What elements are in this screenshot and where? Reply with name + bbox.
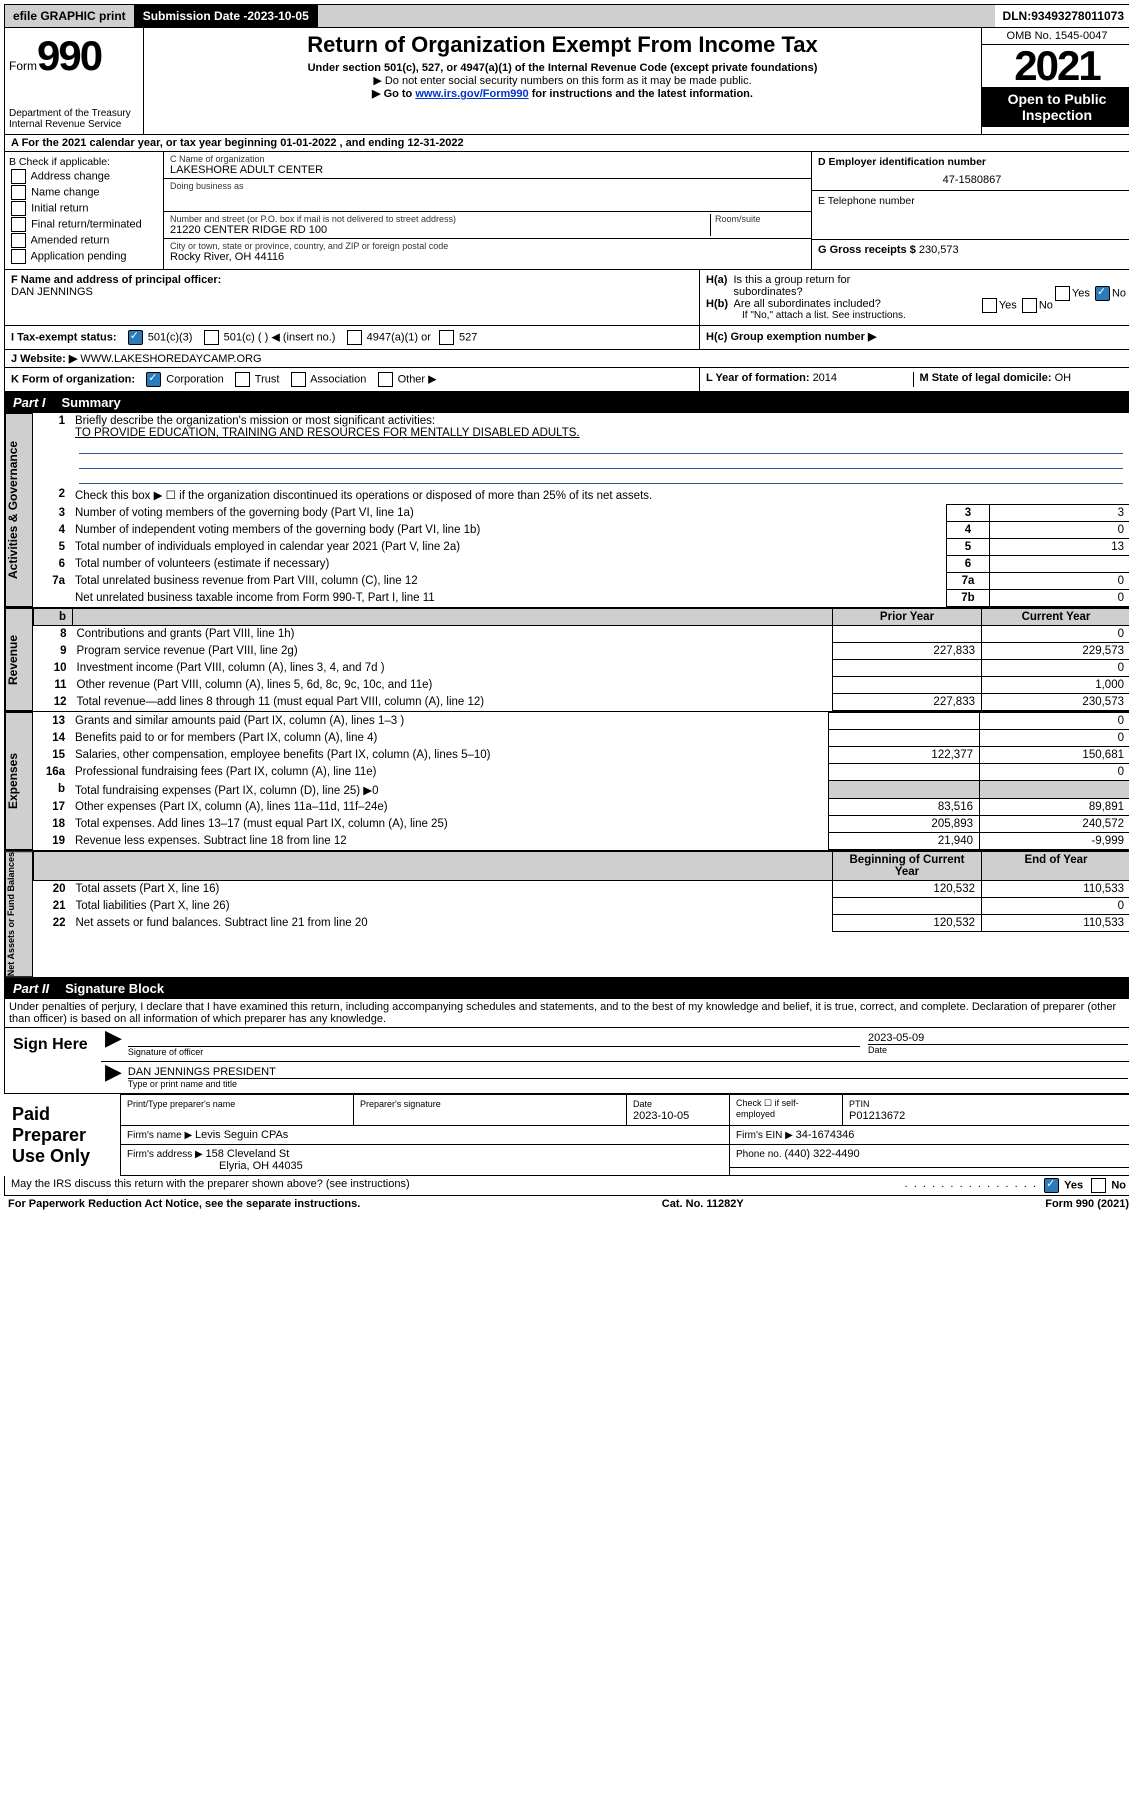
form-note2: ▶ Go to www.irs.gov/Form990 for instruct… xyxy=(150,87,975,100)
check-initial-return[interactable]: Initial return xyxy=(9,201,159,216)
dln: DLN: 93493278011073 xyxy=(995,5,1129,27)
officer-name: DAN JENNINGS PRESIDENT xyxy=(128,1066,1128,1078)
org-address: 21220 CENTER RIDGE RD 100 xyxy=(170,224,710,236)
form-title: Return of Organization Exempt From Incom… xyxy=(150,32,975,58)
line-3: 3Number of voting members of the governi… xyxy=(33,505,1129,522)
row-lm: L Year of formation: 2014 M State of leg… xyxy=(700,368,1129,391)
row-i: I Tax-exempt status: 501(c)(3) 501(c) ( … xyxy=(5,326,700,349)
row-h: H(a) Is this a group return for subordin… xyxy=(700,270,1129,325)
gross-receipts: 230,573 xyxy=(919,244,959,256)
penalty-statement: Under penalties of perjury, I declare th… xyxy=(4,999,1129,1028)
line-16b: bTotal fundraising expenses (Part IX, co… xyxy=(33,781,1129,799)
vert-net-assets: Net Assets or Fund Balances xyxy=(5,851,33,977)
irs-link[interactable]: www.irs.gov/Form990 xyxy=(415,88,528,100)
column-c: C Name of organization LAKESHORE ADULT C… xyxy=(164,152,812,269)
form-year-block: OMB No. 1545-0047 2021 Open to Public In… xyxy=(981,28,1129,134)
line-14: 14Benefits paid to or for members (Part … xyxy=(33,730,1129,747)
vert-expenses: Expenses xyxy=(5,712,33,850)
arrow-icon: ▶ xyxy=(105,1066,122,1089)
line-13: 13Grants and similar amounts paid (Part … xyxy=(33,713,1129,730)
row-j: J Website: ▶ WWW.LAKESHOREDAYCAMP.ORG xyxy=(4,350,1129,368)
vert-revenue: Revenue xyxy=(5,608,33,711)
line-5: 5Total number of individuals employed in… xyxy=(33,539,1129,556)
line-8: 8Contributions and grants (Part VIII, li… xyxy=(34,626,1129,643)
line-18: 18Total expenses. Add lines 13–17 (must … xyxy=(33,816,1129,833)
ha-no-checkbox[interactable] xyxy=(1095,286,1110,301)
check-application-pending[interactable]: Application pending xyxy=(9,249,159,264)
line-17: 17Other expenses (Part IX, column (A), l… xyxy=(33,799,1129,816)
line-22: 22Net assets or fund balances. Subtract … xyxy=(34,915,1129,932)
org-city: Rocky River, OH 44116 xyxy=(170,251,805,263)
principal-officer: DAN JENNINGS xyxy=(11,286,93,298)
row-k: K Form of organization: Corporation Trus… xyxy=(5,368,700,391)
ptin: P01213672 xyxy=(849,1110,905,1122)
check-name-change[interactable]: Name change xyxy=(9,185,159,200)
line-4: 4Number of independent voting members of… xyxy=(33,522,1129,539)
501c3-checkbox[interactable] xyxy=(128,330,143,345)
line-15: 15Salaries, other compensation, employee… xyxy=(33,747,1129,764)
line-20: 20Total assets (Part X, line 16)120,5321… xyxy=(34,881,1129,898)
header-spacer xyxy=(318,5,995,27)
form-subtitle: Under section 501(c), 527, or 4947(a)(1)… xyxy=(150,62,975,74)
firm-ein: 34-1674346 xyxy=(796,1129,855,1141)
check-address-change[interactable]: Address change xyxy=(9,169,159,184)
arrow-icon: ▶ xyxy=(105,1032,122,1057)
line-6: 6Total number of volunteers (estimate if… xyxy=(33,556,1129,573)
ein: 47-1580867 xyxy=(818,174,1126,186)
check-amended-return[interactable]: Amended return xyxy=(9,233,159,248)
column-b: B Check if applicable: Address change Na… xyxy=(5,152,164,269)
column-de: D Employer identification number 47-1580… xyxy=(812,152,1129,269)
line-10: 10Investment income (Part VIII, column (… xyxy=(34,660,1129,677)
efile-label: efile GRAPHIC print xyxy=(5,5,135,27)
dept-label: Department of the Treasury xyxy=(9,108,139,119)
line-19: 19Revenue less expenses. Subtract line 1… xyxy=(33,833,1129,850)
discuss-row: May the IRS discuss this return with the… xyxy=(4,1176,1129,1196)
sign-date: 2023-05-09 xyxy=(868,1032,1128,1044)
firm-name: Levis Seguin CPAs xyxy=(195,1129,288,1141)
line-9: 9Program service revenue (Part VIII, lin… xyxy=(34,643,1129,660)
tax-year: 2021 xyxy=(982,45,1129,87)
efile-header: efile GRAPHIC print Submission Date - 20… xyxy=(4,4,1129,28)
signature-block: Sign Here ▶ Signature of officer 2023-05… xyxy=(4,1028,1129,1094)
irs-label: Internal Revenue Service xyxy=(9,119,139,130)
line-11: 11Other revenue (Part VIII, column (A), … xyxy=(34,677,1129,694)
form-number: 990 xyxy=(37,32,101,80)
form-header: Form 990 Department of the Treasury Inte… xyxy=(4,28,1129,135)
paid-preparer-label: Paid Preparer Use Only xyxy=(4,1095,121,1176)
line-7a: 7aTotal unrelated business revenue from … xyxy=(33,573,1129,590)
line-7b: Net unrelated business taxable income fr… xyxy=(33,590,1129,607)
line-a: A For the 2021 calendar year, or tax yea… xyxy=(4,135,1129,152)
vert-activities-governance: Activities & Governance xyxy=(5,413,33,607)
row-hc: H(c) Group exemption number ▶ xyxy=(700,326,1129,349)
check-final-return[interactable]: Final return/terminated xyxy=(9,217,159,232)
form-id-block: Form 990 Department of the Treasury Inte… xyxy=(5,28,144,134)
row-f: F Name and address of principal officer:… xyxy=(5,270,700,325)
line-16a: 16aProfessional fundraising fees (Part I… xyxy=(33,764,1129,781)
mission-text: TO PROVIDE EDUCATION, TRAINING AND RESOU… xyxy=(75,427,580,439)
print-button[interactable]: Submission Date - 2023-10-05 xyxy=(135,5,318,27)
form-title-block: Return of Organization Exempt From Incom… xyxy=(144,28,981,134)
org-name: LAKESHORE ADULT CENTER xyxy=(170,164,805,176)
part2-header: Part IISignature Block xyxy=(4,978,1129,999)
firm-phone: (440) 322-4490 xyxy=(784,1148,859,1160)
form-note1: ▶ Do not enter social security numbers o… xyxy=(150,74,975,87)
corp-checkbox[interactable] xyxy=(146,372,161,387)
discuss-yes-checkbox[interactable] xyxy=(1044,1178,1059,1193)
open-inspection: Open to Public Inspection xyxy=(982,87,1129,127)
form-word: Form xyxy=(9,59,37,73)
line-21: 21Total liabilities (Part X, line 26)0 xyxy=(34,898,1129,915)
page-footer: For Paperwork Reduction Act Notice, see … xyxy=(4,1196,1129,1212)
line-12: 12Total revenue—add lines 8 through 11 (… xyxy=(34,694,1129,711)
paid-preparer: Paid Preparer Use Only Print/Type prepar… xyxy=(4,1094,1129,1176)
part1-header: Part ISummary xyxy=(4,392,1129,413)
sign-here-label: Sign Here xyxy=(5,1028,101,1093)
